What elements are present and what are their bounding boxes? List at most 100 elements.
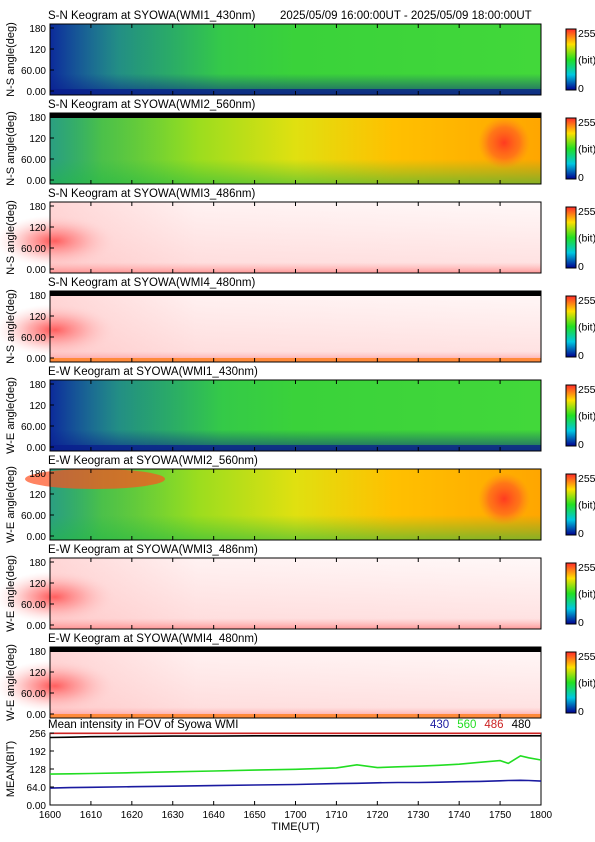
keogram-heatmap bbox=[0, 557, 542, 630]
y-tick-label: 60.00 bbox=[21, 333, 46, 344]
keogram-heatmap bbox=[49, 379, 542, 452]
x-tick-label: 1710 bbox=[325, 810, 348, 821]
colorbar-unit-label: (bit) bbox=[578, 500, 595, 512]
colorbar: 255 (bit) 0 bbox=[565, 206, 595, 273]
y-tick-label: 180 bbox=[29, 469, 46, 480]
panel-title: E-W Keogram at SYOWA(WMI4_480nm) bbox=[48, 633, 258, 645]
y-tick-label: 192 bbox=[29, 747, 46, 758]
y-tick-label: 0.00 bbox=[27, 710, 47, 721]
panel-title: S-N Keogram at SYOWA(WMI1_430nm) bbox=[48, 10, 255, 22]
colorbar-max-label: 255 bbox=[578, 117, 595, 129]
x-tick-label: 1730 bbox=[407, 810, 430, 821]
series-line bbox=[49, 734, 541, 739]
y-tick-label: 0.00 bbox=[27, 801, 47, 812]
y-tick-label: 0.00 bbox=[27, 176, 47, 187]
panel-title: E-W Keogram at SYOWA(WMI1_430nm) bbox=[48, 366, 258, 378]
y-tick-label: 256 bbox=[29, 729, 46, 740]
y-axis-label: N-S angle(deg) bbox=[5, 200, 17, 275]
keogram-panel: S-N Keogram at SYOWA(WMI3_486nm)180 120 60… bbox=[0, 188, 595, 276]
x-tick-label: 1750 bbox=[489, 810, 512, 821]
y-tick-label: 180 bbox=[29, 380, 46, 391]
keogram-panel: S-N Keogram at SYOWA(WMI4_480nm)180 120 60… bbox=[0, 277, 595, 365]
time-range-header: 2025/05/09 16:00:00UT - 2025/05/09 18:00… bbox=[280, 10, 532, 22]
colorbar-unit-label: (bit) bbox=[578, 678, 595, 690]
colorbar-max-label: 255 bbox=[578, 562, 595, 574]
y-tick-label: 180 bbox=[29, 113, 46, 124]
y-tick-label: 60.00 bbox=[21, 511, 46, 522]
colorbar-max-label: 255 bbox=[578, 206, 595, 218]
x-tick-label: 1740 bbox=[448, 810, 471, 821]
y-tick-label: 120 bbox=[29, 223, 46, 234]
x-tick-label: 1610 bbox=[80, 810, 103, 821]
y-tick-label: 60.00 bbox=[21, 155, 46, 166]
keogram-heatmap bbox=[0, 201, 542, 274]
colorbar-unit-label: (bit) bbox=[578, 589, 595, 601]
y-tick-label: 128 bbox=[29, 765, 46, 776]
colorbar-min-label: 0 bbox=[578, 350, 584, 362]
x-tick-label: 1700 bbox=[284, 810, 307, 821]
y-tick-label: 180 bbox=[29, 647, 46, 658]
y-tick-label: 60.00 bbox=[21, 244, 46, 255]
y-tick-label: 180 bbox=[29, 558, 46, 569]
y-tick-label: 0.00 bbox=[27, 87, 47, 98]
y-tick-label: 120 bbox=[29, 312, 46, 323]
y-axis-label: N-S angle(deg) bbox=[5, 289, 17, 364]
lineplot-title: Mean intensity in FOV of Syowa WMI bbox=[48, 719, 238, 731]
colorbar-max-label: 255 bbox=[578, 28, 595, 40]
colorbar-min-label: 0 bbox=[578, 617, 584, 629]
y-tick-label: 120 bbox=[29, 490, 46, 501]
y-tick-label: 180 bbox=[29, 24, 46, 35]
panel-title: S-N Keogram at SYOWA(WMI3_486nm) bbox=[48, 188, 255, 200]
series-line bbox=[49, 779, 542, 789]
y-tick-label: 180 bbox=[29, 202, 46, 213]
y-axis-label: W-E angle(deg) bbox=[5, 644, 17, 721]
panel-title: S-N Keogram at SYOWA(WMI2_560nm) bbox=[48, 99, 255, 111]
colorbar-max-label: 255 bbox=[578, 295, 595, 307]
colorbar-min-label: 0 bbox=[578, 172, 584, 184]
legend-entry: 430 bbox=[430, 719, 449, 731]
y-axis-label: W-E angle(deg) bbox=[5, 555, 17, 632]
y-tick-label: 120 bbox=[29, 45, 46, 56]
x-tick-label: 1620 bbox=[121, 810, 144, 821]
x-tick-label: 1600 bbox=[39, 810, 62, 821]
keogram-panel: S-N Keogram at SYOWA(WMI2_560nm)180 120 60… bbox=[5, 99, 595, 187]
colorbar-min-label: 0 bbox=[578, 528, 584, 540]
y-tick-label: 0.00 bbox=[27, 265, 47, 276]
colorbar-max-label: 255 bbox=[578, 384, 595, 396]
y-axis-label: N-S angle(deg) bbox=[5, 111, 17, 186]
y-tick-label: 0.00 bbox=[27, 532, 47, 543]
colorbar: 255 (bit) 0 bbox=[565, 384, 595, 451]
x-axis-label: TIME(UT) bbox=[271, 821, 319, 833]
panel-title: E-W Keogram at SYOWA(WMI3_486nm) bbox=[48, 544, 258, 556]
y-tick-label: 180 bbox=[29, 291, 46, 302]
y-tick-label: 0.00 bbox=[27, 443, 47, 454]
colorbar: 255 (bit) 0 bbox=[565, 651, 595, 718]
y-tick-label: 64.0 bbox=[27, 783, 47, 794]
y-tick-label: 0.00 bbox=[27, 621, 47, 632]
keogram-heatmap bbox=[0, 646, 542, 719]
x-tick-label: 1640 bbox=[203, 810, 226, 821]
panel-title: S-N Keogram at SYOWA(WMI4_480nm) bbox=[48, 277, 255, 289]
keogram-panel: E-W Keogram at SYOWA(WMI3_486nm)180 120 60… bbox=[0, 544, 595, 632]
y-tick-label: 60.00 bbox=[21, 689, 46, 700]
keogram-panel: E-W Keogram at SYOWA(WMI2_560nm)180 120 60… bbox=[5, 455, 595, 543]
colorbar-min-label: 0 bbox=[578, 261, 584, 273]
x-tick-label: 1650 bbox=[243, 810, 266, 821]
colorbar-max-label: 255 bbox=[578, 651, 595, 663]
x-tick-label: 1630 bbox=[162, 810, 185, 821]
keogram-panel: E-W Keogram at SYOWA(WMI4_480nm)180 120 60… bbox=[0, 633, 595, 721]
y-tick-label: 120 bbox=[29, 579, 46, 590]
y-tick-label: 0.00 bbox=[27, 354, 47, 365]
keogram-panel: S-N Keogram at SYOWA(WMI1_430nm)180 120 60… bbox=[5, 10, 595, 98]
y-axis-label: W-E angle(deg) bbox=[5, 377, 17, 454]
colorbar: 255 (bit) 0 bbox=[565, 28, 595, 95]
legend-entry: 480 bbox=[512, 719, 531, 731]
colorbar: 255 (bit) 0 bbox=[565, 473, 595, 540]
y-tick-label: 120 bbox=[29, 134, 46, 145]
y-axis-label: N-S angle(deg) bbox=[5, 22, 17, 97]
colorbar-min-label: 0 bbox=[578, 83, 584, 95]
series-line bbox=[49, 754, 542, 775]
keogram-heatmap bbox=[49, 112, 542, 185]
